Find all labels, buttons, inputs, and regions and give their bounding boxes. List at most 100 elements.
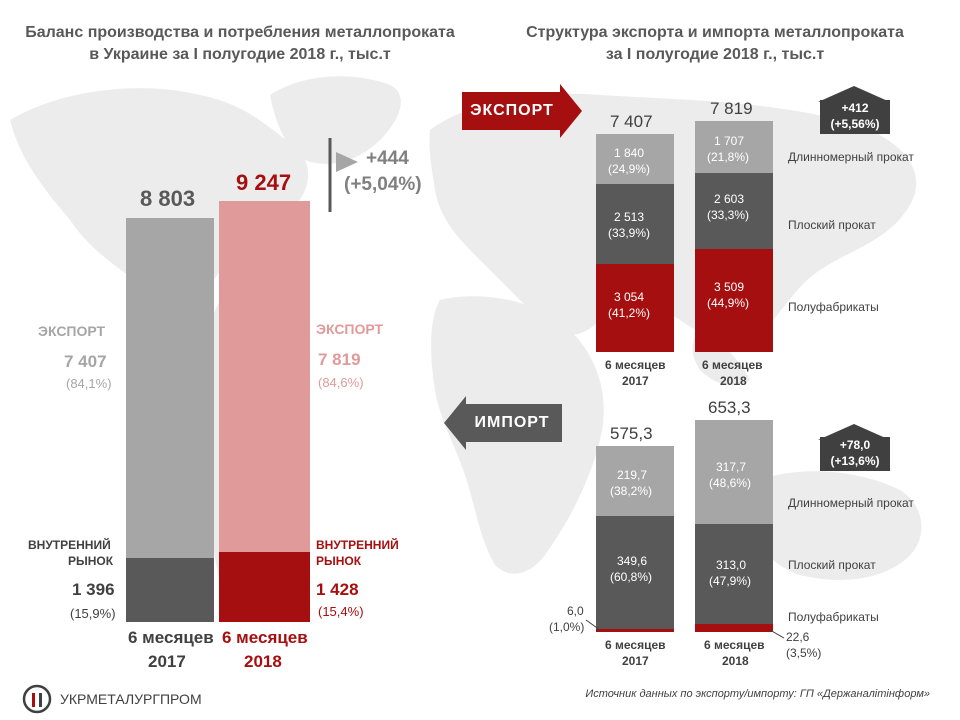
imp-2018-flat	[695, 524, 773, 624]
export-label-2017: ЭКСПОРТ	[38, 323, 106, 339]
exp17-flat-val: 2 513	[614, 210, 645, 224]
left-title-line2: в Украине за I полугодие 2018 г., тыс.т	[89, 46, 391, 63]
domestic-label-2017-line1: ВНУТРЕННИЙ	[28, 538, 111, 552]
exp17-long-val: 1 840	[614, 146, 645, 160]
domestic-label-2018-line2: РЫНОК	[316, 554, 362, 568]
total-2018: 9 247	[236, 170, 292, 195]
import-banner: ИМПОРТ	[474, 414, 550, 431]
export-banner: ЭКСПОРТ	[470, 102, 554, 119]
exp17-semi-pct: (41,2%)	[608, 306, 651, 320]
import-delta-badge: +78,0 (+13,6%)	[820, 437, 890, 471]
domestic-label-2018-line1: ВНУТРЕННИЙ	[316, 538, 399, 552]
exp17-long-pct: (24,9%)	[608, 162, 651, 176]
company-logo: УКРМЕТАЛУРГПРОМ	[22, 684, 202, 714]
bar-2017-domestic	[126, 558, 214, 622]
imp17-semi-pct: (1,0%)	[549, 620, 585, 634]
bar-2018-export	[219, 201, 310, 552]
left-title-line1: Баланс производства и потребления металл…	[25, 24, 455, 41]
imp17-flat-pct: (60,8%)	[610, 570, 653, 584]
imp17-long-pct: (38,2%)	[610, 484, 653, 498]
left-xlabel-year-2017: 2017	[148, 652, 186, 671]
imp18-long-val: 317,7	[716, 460, 747, 474]
export-total-2018: 7 819	[710, 99, 753, 118]
delta-pct: (+5,04%)	[344, 174, 422, 195]
imp17-semi-val: 6,0	[567, 604, 584, 618]
imp18-semi-pct: (3,5%)	[786, 646, 822, 660]
imp17-long-val: 219,7	[617, 468, 648, 482]
imp-2017-long	[596, 446, 674, 516]
exp18-flat-val: 2 603	[714, 192, 745, 206]
import-banner-arrow-icon	[444, 396, 562, 450]
export-pct-2018: (84,6%)	[318, 375, 364, 390]
domestic-pct-2018: (15,4%)	[318, 604, 364, 619]
export-banner-arrow-icon	[462, 84, 582, 138]
export-delta-badge: +412 (+5,56%)	[820, 100, 890, 134]
exp17-flat-pct: (33,9%)	[608, 226, 651, 240]
import-cat-semi: Полуфабрикаты	[788, 610, 879, 624]
export-total-2017: 7 407	[610, 112, 653, 131]
exp-xlabel-year-2017: 2017	[622, 374, 649, 388]
exp-xlabel-period-2017: 6 месяцев	[605, 358, 666, 372]
exp18-semi-val: 3 509	[714, 280, 745, 294]
imp-2018-semi	[695, 624, 773, 632]
logo-text: УКРМЕТАЛУРГПРОМ	[60, 691, 202, 707]
right-title-line2: за I полугодие 2018 г., тыс.т	[605, 46, 825, 63]
left-xlabel-period-2018: 6 месяцев	[222, 628, 308, 647]
import-delta-pct: (+13,6%)	[830, 454, 880, 468]
export-delta-up-arrow-icon	[818, 86, 890, 102]
bar-2018-domestic	[219, 552, 310, 622]
export-delta-pct: (+5,56%)	[830, 117, 880, 131]
exp18-long-pct: (21,8%)	[707, 150, 750, 164]
delta-arrow-icon	[336, 152, 358, 172]
right-title-line1: Структура экспорта и импорта металлопрок…	[526, 24, 904, 41]
total-2017: 8 803	[140, 186, 196, 211]
domestic-value-2018: 1 428	[316, 580, 359, 599]
imp18-semi-val: 22,6	[786, 630, 810, 644]
data-source-note: Источник данных по экспорту/импорту: ГП …	[585, 688, 930, 700]
imp-xlabel-period-2017: 6 месяцев	[605, 638, 666, 652]
export-cat-flat: Плоский прокат	[788, 218, 876, 232]
domestic-value-2017: 1 396	[72, 580, 115, 599]
imp-2017-flat	[596, 516, 674, 629]
export-pct-2017: (84,1%)	[66, 376, 112, 391]
left-chart-title: Баланс производства и потребления металл…	[10, 22, 470, 66]
imp18-long-pct: (48,6%)	[709, 476, 752, 490]
export-delta-abs: +412	[841, 101, 869, 115]
exp-2018-semi	[695, 249, 773, 352]
right-chart-title: Структура экспорта и импорта металлопрок…	[490, 22, 940, 66]
exp-xlabel-year-2018: 2018	[720, 374, 747, 388]
exp-2017-flat	[596, 184, 674, 264]
imp-xlabel-period-2018: 6 месяцев	[704, 638, 765, 652]
left-xlabel-year-2018: 2018	[244, 652, 282, 671]
imp18-flat-val: 313,0	[716, 558, 747, 572]
import-delta-abs: +78,0	[839, 438, 871, 452]
imp-2017-semi-leader	[585, 619, 601, 631]
domestic-label-2017-line2: РЫНОК	[68, 554, 114, 568]
import-total-2018: 653,3	[708, 398, 751, 417]
bar-2017-export	[126, 218, 214, 558]
delta-abs: +444	[366, 148, 409, 169]
import-cat-long: Длинномерный прокат	[788, 496, 914, 510]
imp18-flat-pct: (47,9%)	[709, 574, 752, 588]
export-cat-semi: Полуфабрикаты	[788, 300, 879, 314]
exp-xlabel-period-2018: 6 месяцев	[702, 358, 763, 372]
export-cat-long: Длинномерный прокат	[788, 150, 914, 164]
import-delta-up-arrow-icon	[818, 424, 890, 440]
exp18-long-val: 1 707	[714, 134, 745, 148]
import-cat-flat: Плоский прокат	[788, 558, 876, 572]
exp17-semi-val: 3 054	[614, 290, 645, 304]
imp-2017-semi	[596, 629, 674, 632]
imp-xlabel-year-2017: 2017	[622, 654, 649, 668]
import-total-2017: 575,3	[610, 424, 653, 443]
logo-icon	[22, 684, 52, 714]
imp-xlabel-year-2018: 2018	[722, 654, 749, 668]
exp-2018-flat	[695, 173, 773, 249]
exp-2017-long	[596, 134, 674, 184]
imp-2018-long	[695, 420, 773, 524]
export-value-2017: 7 407	[64, 352, 107, 371]
imp-2018-semi-leader	[769, 629, 785, 639]
